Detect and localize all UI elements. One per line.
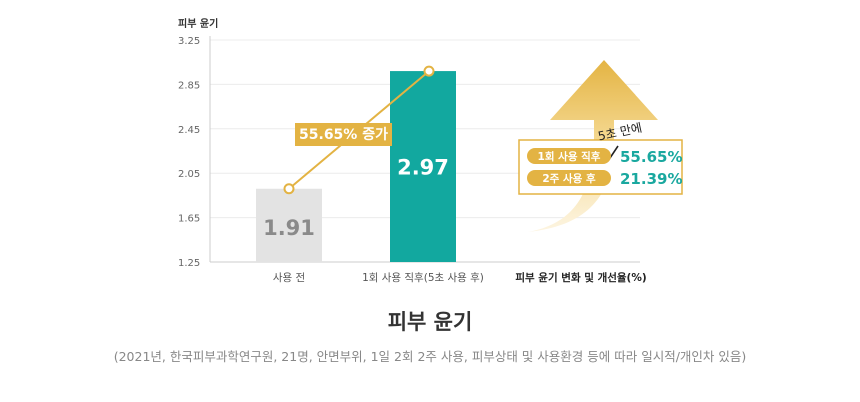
x-tick-label: 1회 사용 직후(5초 사용 후) [362, 272, 484, 284]
y-tick-labels: 3.25 2.85 2.45 2.05 1.65 1.25 [178, 36, 200, 269]
x-tick-label: 사용 전 [273, 272, 305, 284]
bars: 1.91 2.97 [256, 71, 456, 262]
legend-title: 피부 윤기 변화 및 개선율(%) [515, 271, 646, 284]
chart-caption: 피부 윤기 [387, 310, 473, 334]
legend-item-2-label: 2주 사용 후 [542, 172, 596, 185]
y-tick-label: 1.25 [178, 258, 200, 269]
bar [390, 71, 456, 262]
legend-pill-1 [527, 148, 611, 164]
legend-item-1-label: 1회 사용 직후 [538, 150, 601, 163]
y-tick-label: 1.65 [178, 214, 200, 225]
bar-value-label: 2.97 [397, 156, 449, 180]
legend-pill-2 [527, 170, 611, 186]
legend-item-1-value: 55.65% [620, 148, 682, 166]
y-tick-label: 2.85 [178, 80, 200, 91]
trend-line: 55.65% 증가 [283, 65, 435, 195]
chart-area: 피부 윤기 3.252.852.452.051.651.25 1.912.97 … [178, 17, 683, 284]
y-tick-label: 2.45 [178, 125, 200, 136]
y-tick-label: 3.25 [178, 36, 200, 47]
trend-point [283, 183, 295, 195]
increase-callout-label: 55.65% 증가 [299, 127, 388, 143]
x-tick-labels: 사용 전 1회 사용 직후(5초 사용 후) [273, 272, 484, 284]
legend-item-2-value: 21.39% [620, 170, 682, 188]
bar-value-label: 1.91 [263, 216, 315, 240]
upward-arrow-icon [528, 60, 658, 232]
trend-point [423, 65, 435, 77]
increase-callout-box [295, 123, 392, 146]
bar [256, 188, 322, 262]
y-axis-label: 피부 윤기 [178, 17, 218, 30]
footnote: (2021년, 한국피부과학연구원, 21명, 안면부위, 1일 2회 2주 사… [113, 349, 747, 364]
y-tick-label: 2.05 [178, 169, 200, 180]
